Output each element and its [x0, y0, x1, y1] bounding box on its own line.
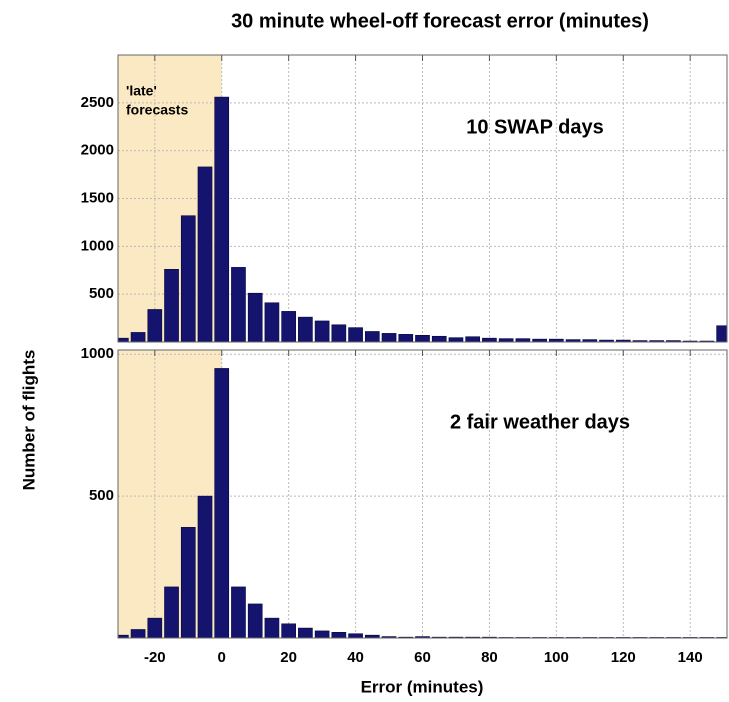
annotation: forecasts — [126, 102, 188, 118]
x-axis-label: Error (minutes) — [361, 677, 484, 696]
bar — [164, 268, 179, 342]
bar — [364, 331, 380, 342]
bar — [264, 617, 280, 638]
y-axis-label: Number of flights — [19, 350, 38, 491]
bar — [130, 629, 146, 638]
x-tick-label: 140 — [678, 649, 703, 666]
x-tick-label: 60 — [414, 649, 431, 666]
bar — [448, 337, 464, 342]
bar — [415, 335, 430, 342]
bar — [381, 636, 397, 638]
annotation: 'late' — [126, 83, 157, 99]
bar — [565, 339, 581, 342]
bar — [231, 267, 246, 342]
plot-frame — [117, 349, 728, 639]
panel-label: 2 fair weather days — [450, 411, 630, 433]
bar — [197, 495, 213, 638]
bar — [465, 336, 481, 342]
bar — [281, 623, 296, 638]
bar — [348, 327, 363, 342]
bar — [482, 337, 497, 342]
bar — [247, 292, 263, 342]
bar — [599, 339, 614, 342]
y-tick-label: 1000 — [81, 345, 114, 362]
bar — [214, 96, 230, 342]
bar — [197, 166, 213, 342]
bar — [118, 337, 129, 342]
y-tick-label: 1500 — [81, 189, 114, 206]
bar — [214, 368, 230, 638]
bar — [314, 320, 330, 342]
bar — [147, 309, 163, 342]
bar — [331, 632, 347, 638]
bar — [649, 340, 665, 342]
x-tick-label: -20 — [144, 649, 166, 666]
bar — [180, 215, 196, 342]
x-tick-label: 100 — [544, 649, 569, 666]
bar — [498, 338, 514, 342]
bars — [118, 96, 727, 342]
bar — [264, 302, 280, 342]
bar — [247, 603, 263, 638]
bar — [415, 636, 430, 638]
bar — [549, 338, 564, 342]
y-tick-label: 2500 — [81, 94, 114, 111]
panel-label: 10 SWAP days — [466, 116, 603, 138]
x-tick-label: 40 — [347, 649, 364, 666]
bar — [381, 333, 397, 342]
bar — [298, 627, 313, 638]
bar — [298, 316, 313, 342]
bar — [314, 630, 330, 638]
bar — [180, 527, 196, 638]
x-tick-label: 120 — [611, 649, 636, 666]
bar — [331, 324, 347, 342]
y-tick-label: 2000 — [81, 142, 114, 159]
bar — [532, 338, 547, 342]
bar — [431, 335, 447, 342]
bar — [231, 586, 246, 638]
y-tick-label: 500 — [89, 285, 114, 302]
x-tick-label: 20 — [280, 649, 297, 666]
bar — [398, 334, 414, 342]
bar — [348, 633, 363, 638]
plot-frame — [117, 54, 728, 343]
x-tick-label: 0 — [218, 649, 226, 666]
bar — [130, 332, 146, 342]
bar — [666, 340, 681, 342]
y-tick-label: 500 — [89, 487, 114, 504]
bar — [615, 339, 631, 342]
bar — [281, 311, 296, 342]
bar — [632, 340, 648, 342]
bar — [164, 586, 179, 638]
chart-title: 30 minute wheel-off forecast error (minu… — [231, 10, 649, 32]
bars — [118, 368, 727, 638]
y-tick-label: 1000 — [81, 237, 114, 254]
bar — [515, 338, 531, 342]
bar — [582, 339, 598, 342]
x-tick-label: 80 — [481, 649, 498, 666]
bar — [147, 617, 163, 638]
